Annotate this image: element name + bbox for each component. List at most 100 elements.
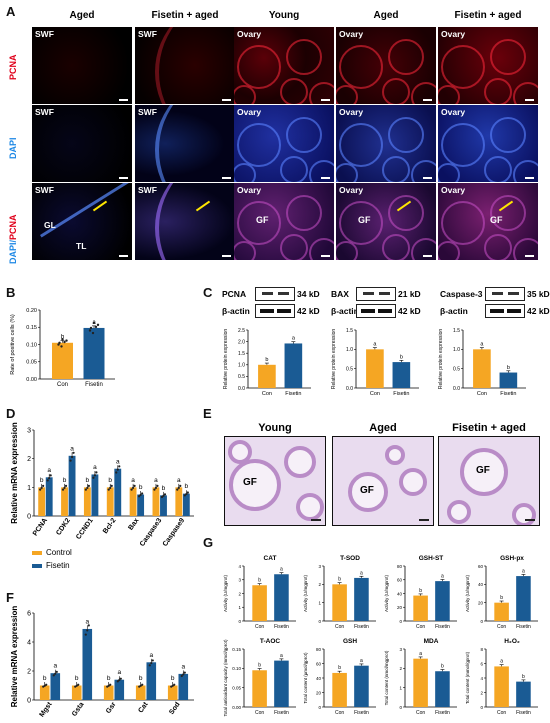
y-tick-label: 20 <box>397 605 403 610</box>
data-point <box>154 486 158 490</box>
blot-band <box>361 309 375 313</box>
micrograph-tile: Ovary <box>234 27 334 104</box>
column-header: Fisetin + aged <box>452 422 526 434</box>
y-tick-label: 0.0 <box>238 386 245 392</box>
row-label-merge-dapi: DAPI/ <box>8 239 18 264</box>
significance-letter: a <box>177 477 181 484</box>
follicle-outline <box>234 241 256 260</box>
tile-label: Ovary <box>441 29 466 39</box>
y-tick-label: 4 <box>238 564 241 569</box>
y-tick-label: 0.0 <box>346 386 353 392</box>
bar-control <box>473 349 491 388</box>
follicle-outline <box>280 156 308 182</box>
y-tick-label: 0 <box>480 705 483 710</box>
y-tick-label: 0.10 <box>232 666 241 671</box>
chart-g-taoc: T-AOC 0.00 0.05 0.10 0.15 Total antioxidant c… <box>223 638 296 717</box>
annotation-gf: GF <box>256 215 269 225</box>
data-point <box>86 629 89 632</box>
tile-label: SWF <box>35 29 54 39</box>
x-tick-label: Fisetin <box>435 624 450 630</box>
bar-control <box>494 666 509 707</box>
chart-g-tsod: T-SOD 0 1 2 3 Activity (U/mgprot) b Con a Fisetin <box>303 555 376 630</box>
panel-letter-c: C <box>203 285 213 300</box>
chart-g-cat: CAT 0 1 2 3 4 Activity (U/mgprot) b Con a Fisetin <box>223 555 296 630</box>
y-tick-label: 3 <box>399 647 402 652</box>
micrograph-tile: Ovary <box>336 27 436 104</box>
bar-control <box>38 487 46 516</box>
x-tick-label: Fisetin <box>516 710 531 716</box>
bar-control <box>252 670 267 707</box>
follicle-outline <box>411 238 436 260</box>
significance-letter: a <box>117 669 121 676</box>
chart-title: T-AOC <box>260 638 281 645</box>
data-point <box>171 684 174 687</box>
significance-letter: b <box>63 477 67 484</box>
x-tick-label: Fisetin <box>85 382 103 388</box>
data-point <box>153 488 156 491</box>
y-tick-label: 1 <box>238 605 241 610</box>
blot-protein-kd: 34 kD <box>297 289 320 299</box>
data-point <box>70 455 74 459</box>
follicle-outline <box>286 117 322 153</box>
data-point <box>176 488 179 491</box>
scale-bar <box>119 177 128 179</box>
x-tick-label: Con <box>477 391 487 397</box>
bar-control <box>167 685 178 700</box>
y-axis-label: Relative protein expression <box>223 329 229 390</box>
data-point <box>116 468 119 471</box>
follicle-outline <box>441 45 485 89</box>
x-tick-label: Con <box>416 710 425 716</box>
tile-label: SWF <box>138 29 157 39</box>
legend-swatch-fisetin <box>32 564 42 568</box>
annotation-gf: GF <box>360 485 374 496</box>
y-tick-label: 80 <box>397 564 403 569</box>
bar-fisetin <box>435 671 450 707</box>
data-point <box>141 492 144 495</box>
follicle-outline <box>513 82 538 104</box>
data-point <box>84 633 87 636</box>
significance-letter: a <box>93 464 97 471</box>
significance-letter: a <box>480 342 484 348</box>
bar-control <box>106 487 114 516</box>
significance-letter: b <box>162 485 166 492</box>
data-point <box>61 488 65 491</box>
y-tick-label: 60 <box>478 564 484 569</box>
column-header: Young <box>268 10 300 21</box>
significance-letter: b <box>500 595 503 601</box>
significance-letter: b <box>441 663 444 669</box>
follicle-outline <box>382 78 410 104</box>
follicle-outline <box>513 160 538 182</box>
significance-letter: a <box>47 467 51 474</box>
follicle <box>460 448 508 496</box>
bar-control <box>175 487 183 516</box>
data-point <box>64 484 68 487</box>
row-label-merge: DAPI/PCNA <box>8 214 18 264</box>
follicle-outline <box>309 238 334 260</box>
follicle-outline <box>484 78 512 104</box>
follicle-outline <box>286 39 322 75</box>
data-point <box>54 672 57 675</box>
data-point <box>42 484 45 487</box>
significance-letter: b <box>419 588 422 594</box>
legend: Control Fisetin <box>32 548 152 579</box>
follicle-outline <box>513 238 538 260</box>
chart-g-gshst: GSH-ST 0 20 40 60 80 Activity (U/mgprot) b Con a F… <box>384 555 457 630</box>
data-point <box>118 465 121 468</box>
y-axis-label: Rate of positive cells (%) <box>10 314 16 375</box>
micrograph-tile: SWF <box>135 105 235 182</box>
bar-fisetin <box>274 574 289 621</box>
data-point <box>95 471 98 474</box>
panel-letter-d: D <box>6 406 16 421</box>
y-tick-label: 2.0 <box>238 339 245 345</box>
data-point <box>93 474 97 477</box>
blot-protein-kd: 21 kD <box>398 289 421 299</box>
y-axis-label: Relative protein expression <box>438 329 444 390</box>
column-header: Aged <box>373 10 399 21</box>
significance-letter: b <box>338 577 341 583</box>
follicle-outline <box>309 160 334 182</box>
x-tick-label: PCNA <box>32 517 49 537</box>
y-tick-label: 1.0 <box>453 347 460 353</box>
bar-control <box>413 658 428 707</box>
tile-label: Ovary <box>237 185 262 195</box>
data-point <box>183 671 186 674</box>
